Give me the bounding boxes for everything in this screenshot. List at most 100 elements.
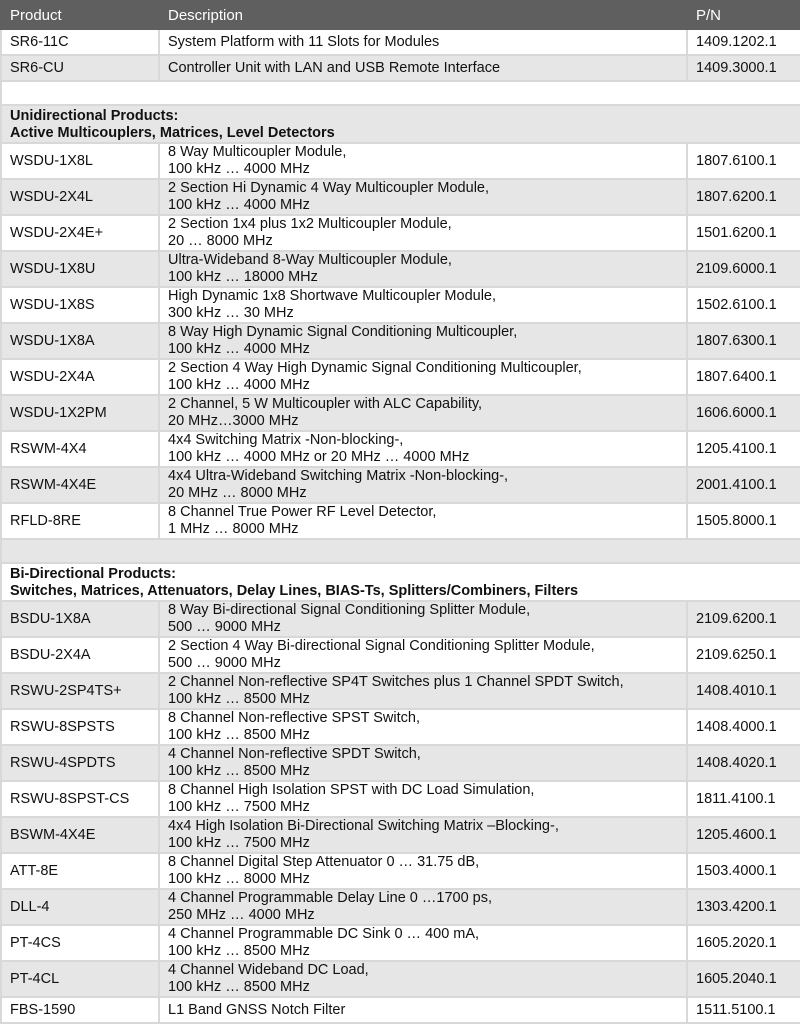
frequency-range: 1 MHz … 8000 MHz <box>168 521 299 537</box>
description-cell: System Platform with 11 Slots for Module… <box>158 28 688 56</box>
product-cell: BSWM-4X4E <box>0 816 160 854</box>
description-cell: 4x4 Ultra-Wideband Switching Matrix -Non… <box>158 466 688 504</box>
pn-cell: 1811.4100.1 <box>686 780 800 818</box>
table-row: WSDU-1X8L 8 Way Multicoupler Module, 100 k… <box>0 142 800 180</box>
frequency-range: 100 kHz … 4000 MHz <box>168 377 310 393</box>
table-row: WSDU-1X8U Ultra-Wideband 8-Way Multicoupl… <box>0 250 800 288</box>
description-cell: 2 Channel Non-reflective SP4T Switches p… <box>158 672 688 710</box>
product-cell: SR6-11C <box>0 28 160 56</box>
description-cell: 4 Channel Programmable DC Sink 0 … 400 m… <box>158 924 688 962</box>
description-cell: 8 Way Bi-directional Signal Conditioning… <box>158 600 688 638</box>
table-row: RSWU-8SPSTS 8 Channel Non-reflective SPST… <box>0 708 800 746</box>
table-row: DLL-4 4 Channel Programmable Delay Line 0… <box>0 888 800 926</box>
pn-cell: 1511.5100.1 <box>686 996 800 1024</box>
table-row: WSDU-2X4A 2 Section 4 Way High Dynamic Si… <box>0 358 800 396</box>
description-line: 2 Channel, 5 W Multicoupler with ALC Cap… <box>168 396 483 412</box>
description-line: 4 Channel Wideband DC Load, <box>168 962 369 978</box>
pn-cell: 1205.4600.1 <box>686 816 800 854</box>
pn-cell: 2109.6000.1 <box>686 250 800 288</box>
description-line: 2 Section Hi Dynamic 4 Way Multicoupler … <box>168 180 490 196</box>
description-line: 8 Channel Non-reflective SPST Switch, <box>168 710 420 726</box>
product-cell: RSWU-8SPST-CS <box>0 780 160 818</box>
description-cell: Ultra-Wideband 8-Way Multicoupler Module… <box>158 250 688 288</box>
description-cell: Controller Unit with LAN and USB Remote … <box>158 54 688 82</box>
frequency-range: 100 kHz … 4000 MHz <box>168 161 310 177</box>
frequency-range: 20 … 8000 MHz <box>168 233 273 249</box>
product-cell: RSWM-4X4 <box>0 430 160 468</box>
table-header: Product Description P/N <box>0 0 800 30</box>
product-cell: BSDU-2X4A <box>0 636 160 674</box>
section-subtitle: Switches, Matrices, Attenuators, Delay L… <box>10 582 579 599</box>
table-row: PT-4CL 4 Channel Wideband DC Load, 100 kHz… <box>0 960 800 998</box>
pn-cell: 2001.4100.1 <box>686 466 800 504</box>
product-cell: PT-4CS <box>0 924 160 962</box>
pn-cell: 1205.4100.1 <box>686 430 800 468</box>
product-cell: RSWM-4X4E <box>0 466 160 504</box>
description-line: 4x4 Switching Matrix -Non-blocking-, <box>168 432 404 448</box>
pn-cell: 1807.6100.1 <box>686 142 800 180</box>
pn-cell: 1501.6200.1 <box>686 214 800 252</box>
frequency-range: 100 kHz … 8500 MHz <box>168 763 310 779</box>
product-cell: WSDU-1X8S <box>0 286 160 324</box>
frequency-range: 100 kHz … 7500 MHz <box>168 799 310 815</box>
section-title: Unidirectional Products: <box>10 107 179 124</box>
frequency-range: 100 kHz … 8500 MHz <box>168 727 310 743</box>
frequency-range: 20 MHz…3000 MHz <box>168 413 299 429</box>
table-row: WSDU-1X2PM 2 Channel, 5 W Multicoupler wi… <box>0 394 800 432</box>
description-line: System Platform with 11 Slots for Module… <box>168 33 440 50</box>
table-row: RSWU-2SP4TS+ 2 Channel Non-reflective SP4… <box>0 672 800 710</box>
description-line: 2 Section 4 Way Bi-directional Signal Co… <box>168 638 595 654</box>
product-cell: BSDU-1X8A <box>0 600 160 638</box>
description-line: 4 Channel Non-reflective SPDT Switch, <box>168 746 421 762</box>
pn-cell: 1408.4010.1 <box>686 672 800 710</box>
section-heading: Bi-Directional Products: Switches, Matric… <box>0 562 800 602</box>
description-line: 2 Section 4 Way High Dynamic Signal Cond… <box>168 360 582 376</box>
product-cell: WSDU-1X2PM <box>0 394 160 432</box>
table-body: SR6-11C System Platform with 11 Slots for… <box>0 28 800 1024</box>
description-line: Ultra-Wideband 8-Way Multicoupler Module… <box>168 252 452 268</box>
description-line: 8 Way Bi-directional Signal Conditioning… <box>168 602 531 618</box>
header-product: Product <box>0 0 160 30</box>
frequency-range: 100 kHz … 8500 MHz <box>168 979 310 995</box>
spacer-cell <box>0 538 800 564</box>
description-line: 8 Way High Dynamic Signal Conditioning M… <box>168 324 518 340</box>
section-heading: Unidirectional Products: Active Multicoup… <box>0 104 800 144</box>
description-cell: 8 Channel True Power RF Level Detector, 1… <box>158 502 688 540</box>
table-row: RFLD-8RE 8 Channel True Power RF Level De… <box>0 502 800 540</box>
product-cell: RSWU-8SPSTS <box>0 708 160 746</box>
pn-cell: 1409.3000.1 <box>686 54 800 82</box>
table-row: FBS-1590 L1 Band GNSS Notch Filter 1511.51… <box>0 996 800 1024</box>
product-cell: WSDU-2X4L <box>0 178 160 216</box>
description-cell: 2 Section Hi Dynamic 4 Way Multicoupler … <box>158 178 688 216</box>
description-line: 8 Channel Digital Step Attenuator 0 … 31… <box>168 854 480 870</box>
pn-cell: 1605.2040.1 <box>686 960 800 998</box>
pn-cell: 1505.8000.1 <box>686 502 800 540</box>
description-line: L1 Band GNSS Notch Filter <box>168 1001 346 1018</box>
product-cell: PT-4CL <box>0 960 160 998</box>
frequency-range: 100 kHz … 4000 MHz or 20 MHz … 4000 MHz <box>168 449 470 465</box>
pn-cell: 1409.1202.1 <box>686 28 800 56</box>
header-pn: P/N <box>686 0 800 30</box>
table-row: BSDU-2X4A 2 Section 4 Way Bi-directional … <box>0 636 800 674</box>
description-cell: 2 Channel, 5 W Multicoupler with ALC Cap… <box>158 394 688 432</box>
table-row: PT-4CS 4 Channel Programmable DC Sink 0 …… <box>0 924 800 962</box>
description-cell: 4x4 High Isolation Bi-Directional Switch… <box>158 816 688 854</box>
frequency-range: 100 kHz … 4000 MHz <box>168 341 310 357</box>
section-header-row: Unidirectional Products: Active Multicoup… <box>0 104 800 144</box>
table-row: SR6-CU Controller Unit with LAN and USB R… <box>0 54 800 82</box>
description-line: High Dynamic 1x8 Shortwave Multicoupler … <box>168 288 497 304</box>
pn-cell: 1807.6400.1 <box>686 358 800 396</box>
description-cell: 4 Channel Non-reflective SPDT Switch, 100… <box>158 744 688 782</box>
frequency-range: 100 kHz … 8500 MHz <box>168 943 310 959</box>
table-row: WSDU-2X4E+ 2 Section 1x4 plus 1x2 Multico… <box>0 214 800 252</box>
product-cell: WSDU-2X4E+ <box>0 214 160 252</box>
description-line: 4x4 High Isolation Bi-Directional Switch… <box>168 818 559 834</box>
pn-cell: 1503.4000.1 <box>686 852 800 890</box>
header-description: Description <box>158 0 688 30</box>
description-line: 8 Channel True Power RF Level Detector, <box>168 504 437 520</box>
product-cell: WSDU-1X8U <box>0 250 160 288</box>
pn-cell: 1807.6200.1 <box>686 178 800 216</box>
description-cell: 8 Way High Dynamic Signal Conditioning M… <box>158 322 688 360</box>
description-cell: 2 Section 1x4 plus 1x2 Multicoupler Modu… <box>158 214 688 252</box>
